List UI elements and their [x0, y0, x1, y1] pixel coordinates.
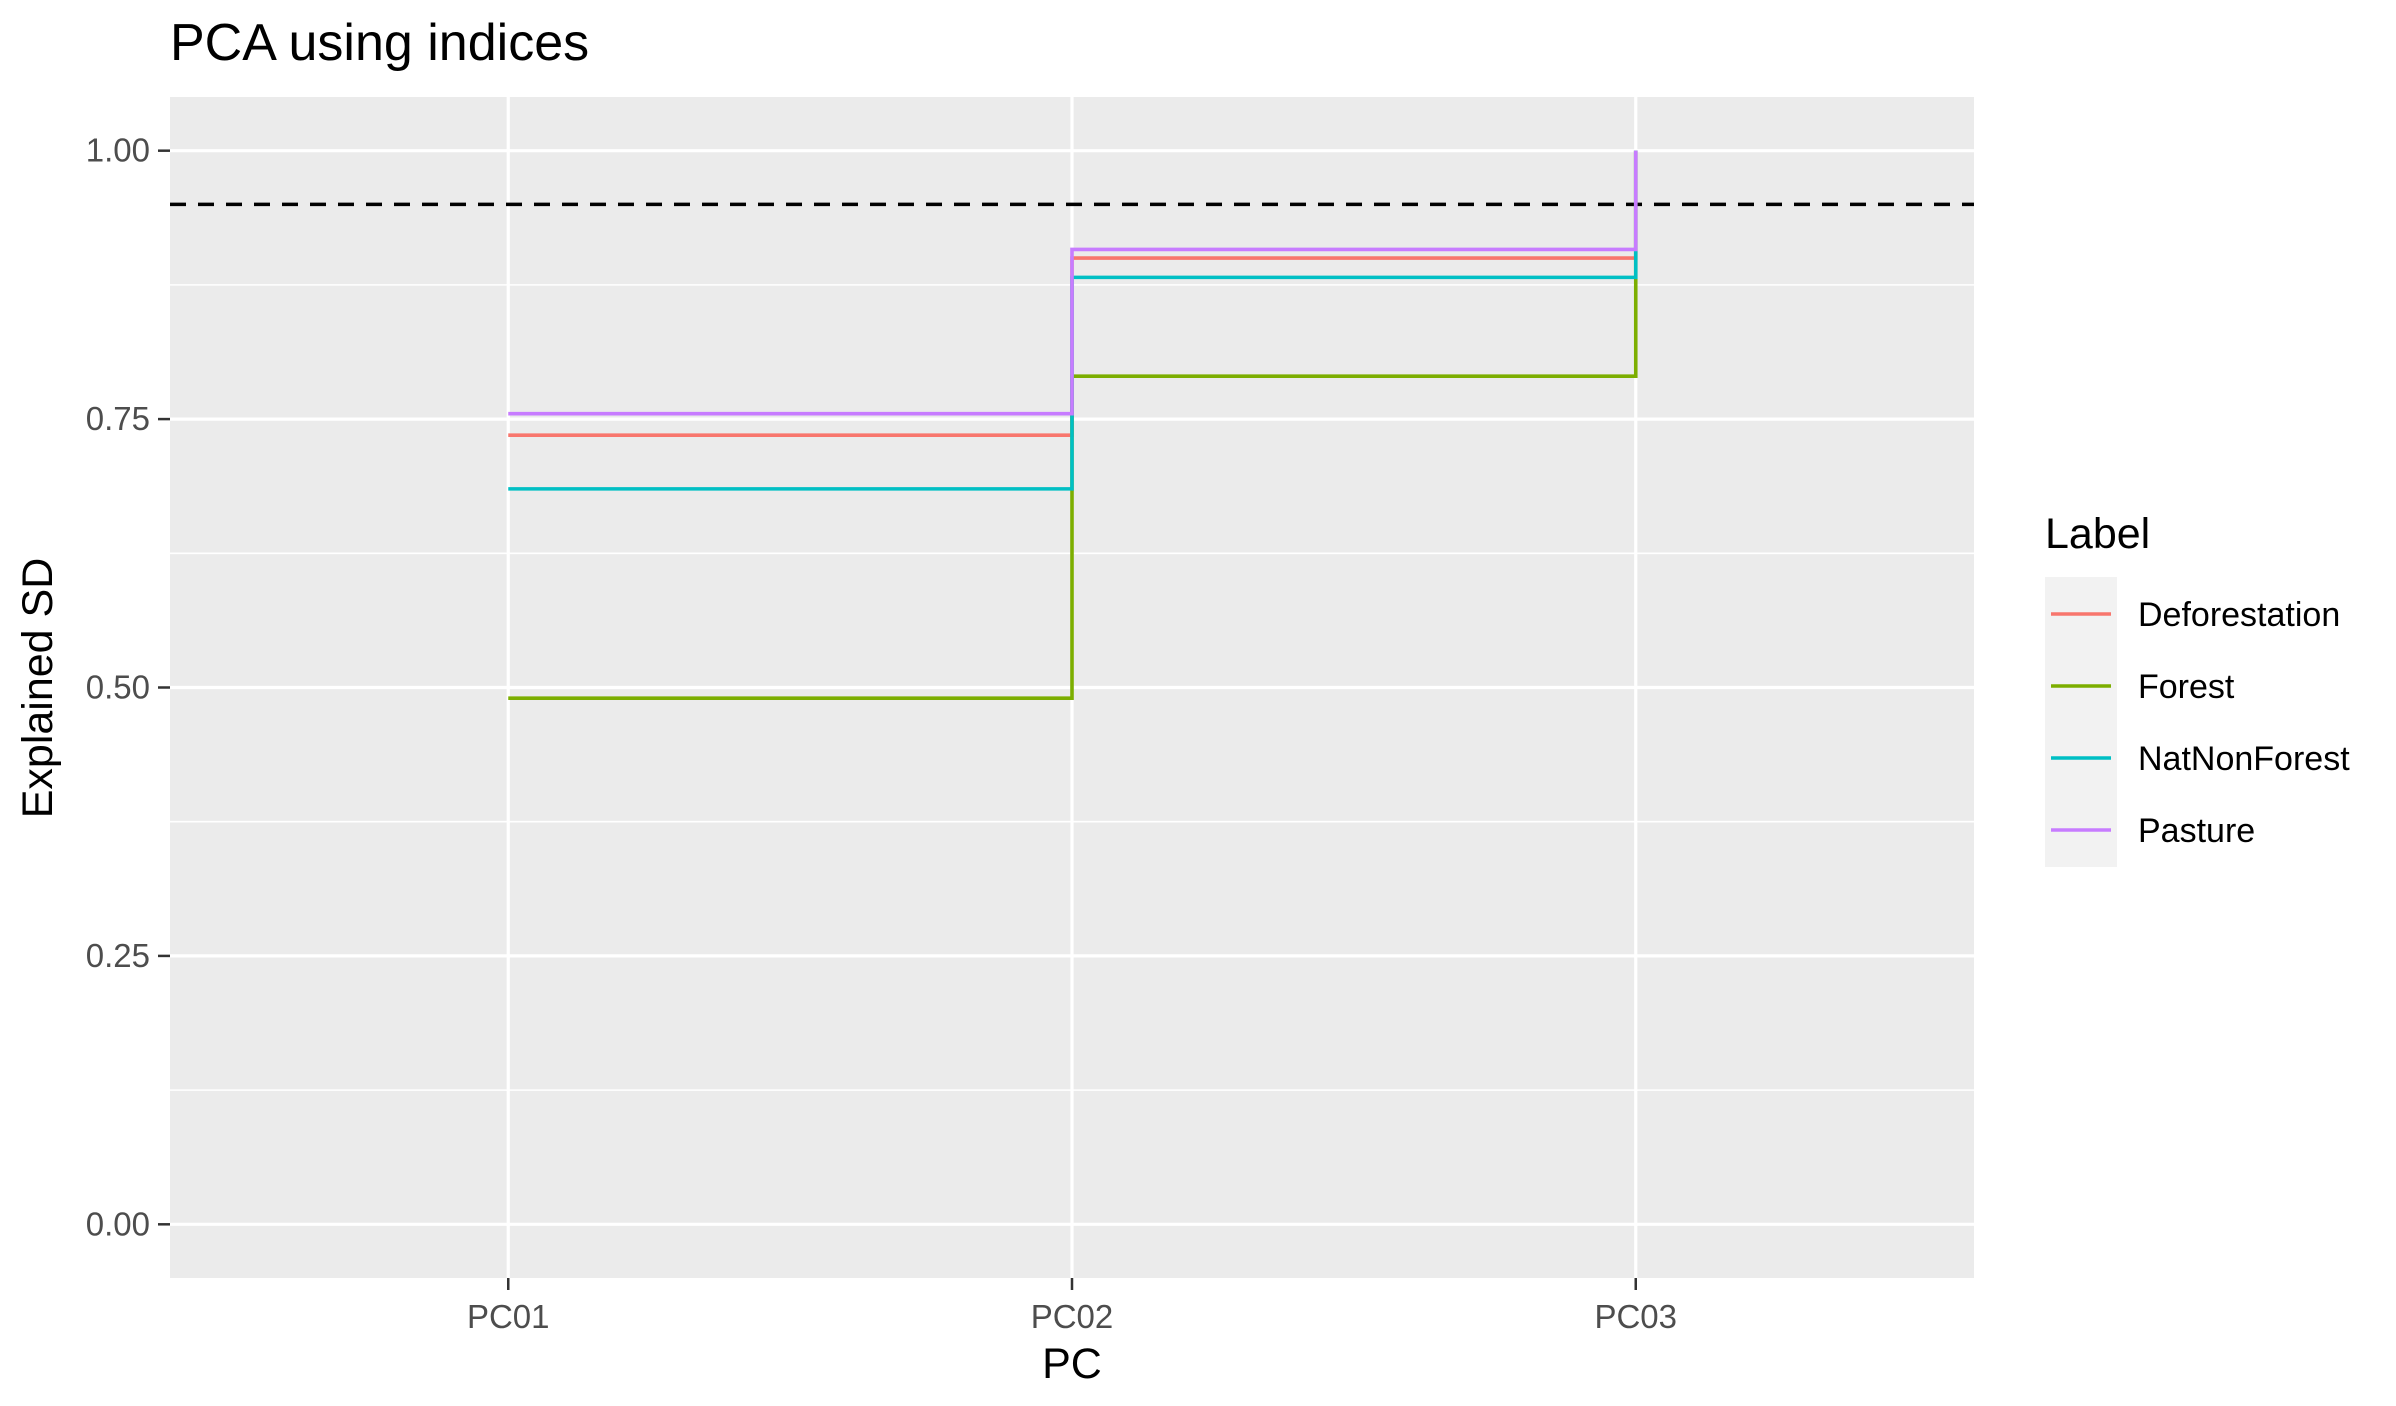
- legend-label: Forest: [2138, 668, 2235, 706]
- legend-keys-background: [2045, 577, 2117, 867]
- series-line-pasture: [508, 150, 1638, 416]
- y-tick-label: 1.00: [86, 132, 150, 169]
- x-tick-label: PC02: [1031, 1298, 1114, 1335]
- y-tick-label: 0.25: [86, 937, 150, 974]
- legend-items: Deforestation Forest NatNonForest Pasture: [2051, 596, 2350, 850]
- legend: Label Deforestation Forest NatNonForest Pas…: [2045, 510, 2350, 867]
- legend-title: Label: [2045, 510, 2150, 558]
- legend-label: Pasture: [2138, 812, 2255, 850]
- y-axis-title: Explained SD: [14, 558, 62, 819]
- y-axis: 0.00 0.25 0.50 0.75 1.00: [86, 132, 170, 1242]
- x-tick-label: PC01: [467, 1298, 550, 1335]
- legend-label: NatNonForest: [2138, 740, 2350, 778]
- chart-title: PCA using indices: [170, 14, 589, 72]
- x-axis-title: PC: [1042, 1340, 1102, 1388]
- legend-label: Deforestation: [2138, 596, 2340, 634]
- series-layer: [508, 150, 1638, 701]
- y-tick-label: 0.00: [86, 1205, 150, 1242]
- x-tick-label: PC03: [1594, 1298, 1677, 1335]
- y-tick-label: 0.75: [86, 400, 150, 437]
- x-axis: PC01 PC02 PC03: [467, 1278, 1677, 1335]
- y-tick-label: 0.50: [86, 669, 150, 706]
